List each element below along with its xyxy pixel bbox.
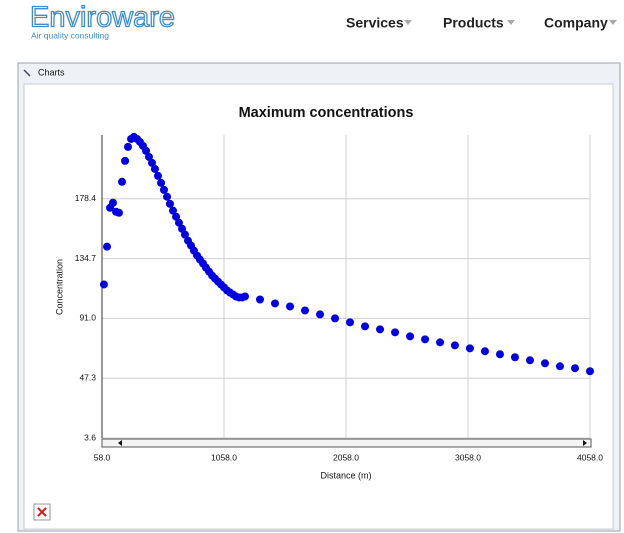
point: [421, 335, 430, 344]
dropdown-arrow: [404, 20, 412, 25]
x-tick-label: 4058.0: [577, 452, 603, 462]
point: [436, 338, 445, 347]
point: [570, 364, 579, 373]
point: [555, 362, 564, 371]
point: [450, 341, 459, 350]
window-title: Charts: [38, 67, 65, 77]
point: [108, 198, 117, 207]
y-tick-label: 178.4: [75, 193, 97, 203]
y-tick-label: 3.6: [84, 432, 96, 442]
point: [123, 142, 132, 151]
x-tick-label: 3058.0: [455, 452, 481, 462]
point: [165, 199, 174, 208]
point: [240, 292, 249, 301]
point: [331, 314, 340, 323]
x-axis-label: Distance (m): [320, 470, 371, 480]
point: [316, 310, 325, 319]
dropdown-arrow: [609, 20, 617, 25]
point: [153, 171, 162, 180]
point: [99, 280, 108, 289]
point: [391, 328, 400, 337]
point: [169, 206, 178, 215]
logo[interactable]: Enviroware: [29, 1, 175, 34]
point: [540, 359, 549, 368]
point: [144, 152, 153, 161]
window-icon: [23, 69, 31, 77]
nav-item[interactable]: Products: [443, 15, 504, 31]
point: [172, 212, 181, 221]
point: [118, 177, 127, 186]
point: [286, 302, 295, 311]
point: [495, 350, 504, 359]
x-tick-label: 2058.0: [333, 452, 359, 462]
close-icon: [37, 507, 47, 517]
y-axis-label: Concentration: [54, 259, 64, 315]
scrollbar[interactable]: [101, 438, 592, 448]
point: [586, 367, 594, 376]
point: [301, 306, 310, 315]
point: [525, 356, 534, 365]
tagline: Air quality consulting: [31, 30, 109, 40]
point: [142, 146, 151, 155]
chart-title: Maximum concentrations: [239, 105, 414, 121]
point: [157, 178, 166, 187]
point: [376, 325, 385, 334]
point: [103, 242, 112, 251]
chart-panel: [23, 83, 614, 530]
point: [361, 322, 370, 331]
point: [255, 295, 264, 304]
point: [465, 344, 474, 353]
point: [346, 318, 355, 327]
point: [163, 192, 172, 201]
x-tick-label: 1058.0: [211, 452, 237, 462]
point: [480, 347, 489, 356]
point: [406, 332, 415, 341]
point: [174, 218, 183, 227]
point: [159, 185, 168, 194]
point: [114, 208, 123, 217]
point: [270, 299, 279, 308]
y-tick-label: 91.0: [79, 313, 96, 323]
point: [148, 158, 157, 167]
y-tick-label: 47.3: [79, 372, 96, 382]
nav-item[interactable]: Services: [346, 15, 404, 31]
point: [150, 164, 159, 173]
y-tick-label: 134.7: [75, 253, 97, 263]
point: [121, 156, 130, 165]
dropdown-arrow: [507, 20, 515, 25]
point: [180, 230, 189, 239]
nav-item[interactable]: Company: [544, 15, 608, 31]
x-tick-label: 58.0: [94, 452, 111, 462]
point: [510, 353, 519, 362]
